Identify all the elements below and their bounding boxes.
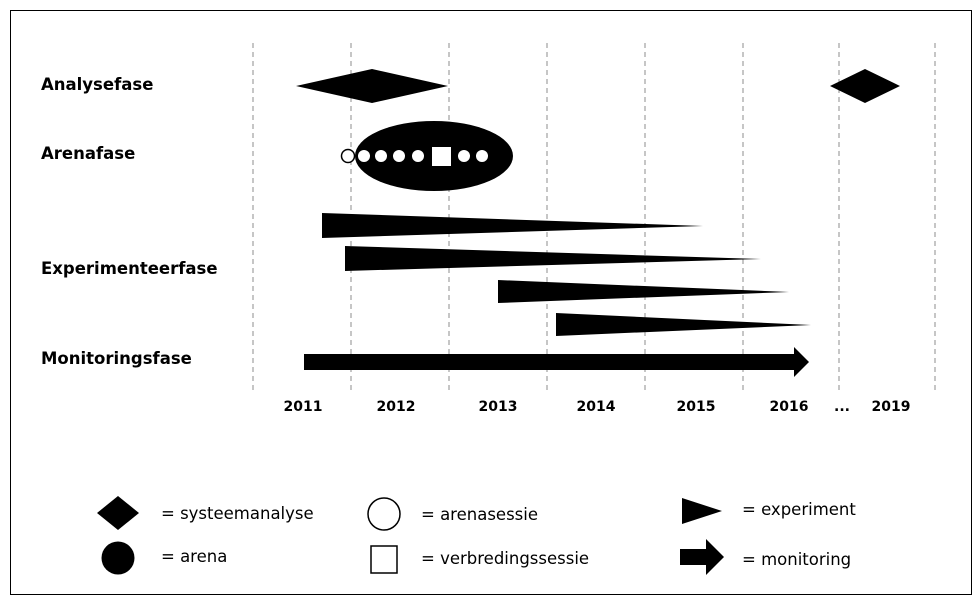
arenasessie-circle bbox=[340, 148, 356, 164]
experiment-wedge bbox=[556, 313, 811, 336]
arena-ellipse-group bbox=[340, 121, 513, 191]
experiment-wedge bbox=[498, 280, 789, 303]
legend-label-experiment: = experiment bbox=[742, 500, 856, 519]
arenasessie-circle bbox=[393, 150, 405, 162]
arenasessie-icon bbox=[367, 497, 401, 531]
phase-label-monitoring: Monitoringsfase bbox=[41, 349, 192, 368]
year-label: 2013 bbox=[479, 399, 518, 415]
phase-label-analysis: Analysefase bbox=[41, 75, 153, 94]
year-axis: 2011 2012 2013 2014 2015 2016 ... 2019 bbox=[284, 399, 911, 415]
legend-label-systeemanalyse: = systeemanalyse bbox=[161, 504, 314, 523]
timeline-diagram: Analysefase Arenafase Experimenteerfase … bbox=[41, 43, 936, 575]
verbredingssessie-square bbox=[432, 147, 451, 166]
year-label: 2015 bbox=[677, 399, 716, 415]
experiment-wedge bbox=[322, 213, 703, 238]
experiment-wedge bbox=[345, 246, 761, 271]
systeemanalyse-icon bbox=[97, 496, 139, 530]
systeemanalyse-diamond bbox=[296, 69, 448, 103]
arena-icon bbox=[101, 541, 135, 575]
systeemanalyse-diamond bbox=[830, 69, 900, 103]
verbredingssessie-icon bbox=[370, 545, 398, 574]
monitoring-icon bbox=[680, 539, 724, 575]
arenasessie-circle bbox=[412, 150, 424, 162]
monitoring-arrow bbox=[304, 347, 809, 377]
year-label: 2016 bbox=[770, 399, 809, 415]
legend-label-monitoring: = monitoring bbox=[742, 550, 851, 569]
phase-label-experiment: Experimenteerfase bbox=[41, 259, 218, 278]
legend: = systeemanalyse = arena = arenasessie =… bbox=[97, 496, 856, 575]
legend-label-arena: = arena bbox=[161, 547, 227, 566]
arenasessie-circle bbox=[476, 150, 488, 162]
experiment-icon bbox=[682, 498, 722, 524]
year-label: 2019 bbox=[872, 399, 911, 415]
arenasessie-circle bbox=[458, 150, 470, 162]
diagram-frame: Analysefase Arenafase Experimenteerfase … bbox=[10, 10, 972, 595]
year-gridlines bbox=[252, 43, 936, 391]
arenasessie-circle bbox=[375, 150, 387, 162]
year-label: 2012 bbox=[377, 399, 416, 415]
phase-label-arena: Arenafase bbox=[41, 144, 135, 163]
year-ellipsis: ... bbox=[834, 399, 850, 415]
year-label: 2011 bbox=[284, 399, 323, 415]
legend-label-verbredingssessie: = verbredingssessie bbox=[421, 549, 589, 568]
arenasessie-circle bbox=[358, 150, 370, 162]
legend-label-arenasessie: = arenasessie bbox=[421, 505, 538, 524]
year-label: 2014 bbox=[577, 399, 616, 415]
